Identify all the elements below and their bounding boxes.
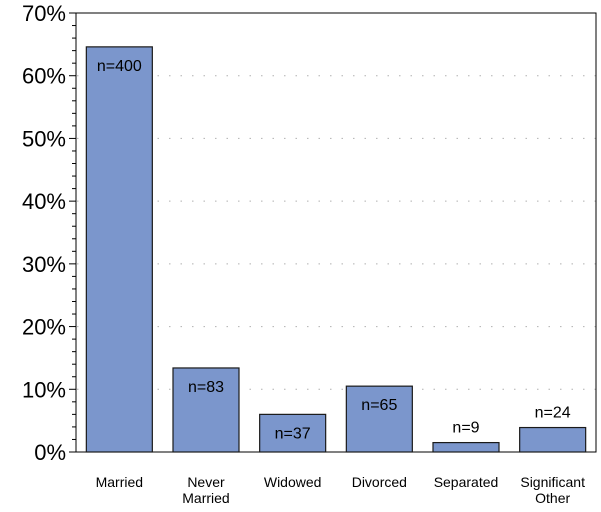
bar <box>519 426 587 453</box>
x-category-label: Married <box>182 490 229 506</box>
bar-data-label: n=9 <box>452 420 479 437</box>
bar-data-label: n=65 <box>361 397 397 414</box>
bar <box>172 367 240 453</box>
x-category-label: Married <box>96 474 143 490</box>
bar-data-label: n=400 <box>97 58 142 75</box>
x-category-label: Widowed <box>264 474 322 490</box>
y-tick-label: 0% <box>34 440 66 465</box>
x-category-label: Divorced <box>352 474 407 490</box>
x-category-label: Significant <box>520 474 585 490</box>
gridlines <box>77 75 596 390</box>
bar <box>85 46 153 453</box>
x-category-label: Separated <box>434 474 499 490</box>
y-tick-label: 30% <box>22 252 66 277</box>
bar-data-label: n=83 <box>188 379 224 396</box>
y-tick-label: 60% <box>22 64 66 89</box>
y-tick-label: 40% <box>22 189 66 214</box>
y-tick-label: 70% <box>22 1 66 26</box>
y-tick-label: 50% <box>22 126 66 151</box>
bar <box>345 385 413 453</box>
y-tick-label: 20% <box>22 315 66 340</box>
bar <box>432 441 500 453</box>
bar-data-label: n=37 <box>275 425 311 442</box>
plot-border <box>75 12 597 453</box>
y-tick-label: 10% <box>22 377 66 402</box>
bar-data-labels: n=400 n=83 n=37 n=65 n=9 n=24 <box>97 58 571 443</box>
bar <box>259 413 327 453</box>
plot-frame <box>75 12 597 453</box>
y-axis: 0% 10% 20% 30% 40% 50% 60% 70% <box>22 1 76 465</box>
x-category-label: Never <box>187 474 225 490</box>
bar-data-label: n=24 <box>535 405 571 422</box>
x-category-label: Other <box>535 490 570 506</box>
bars <box>85 46 587 453</box>
